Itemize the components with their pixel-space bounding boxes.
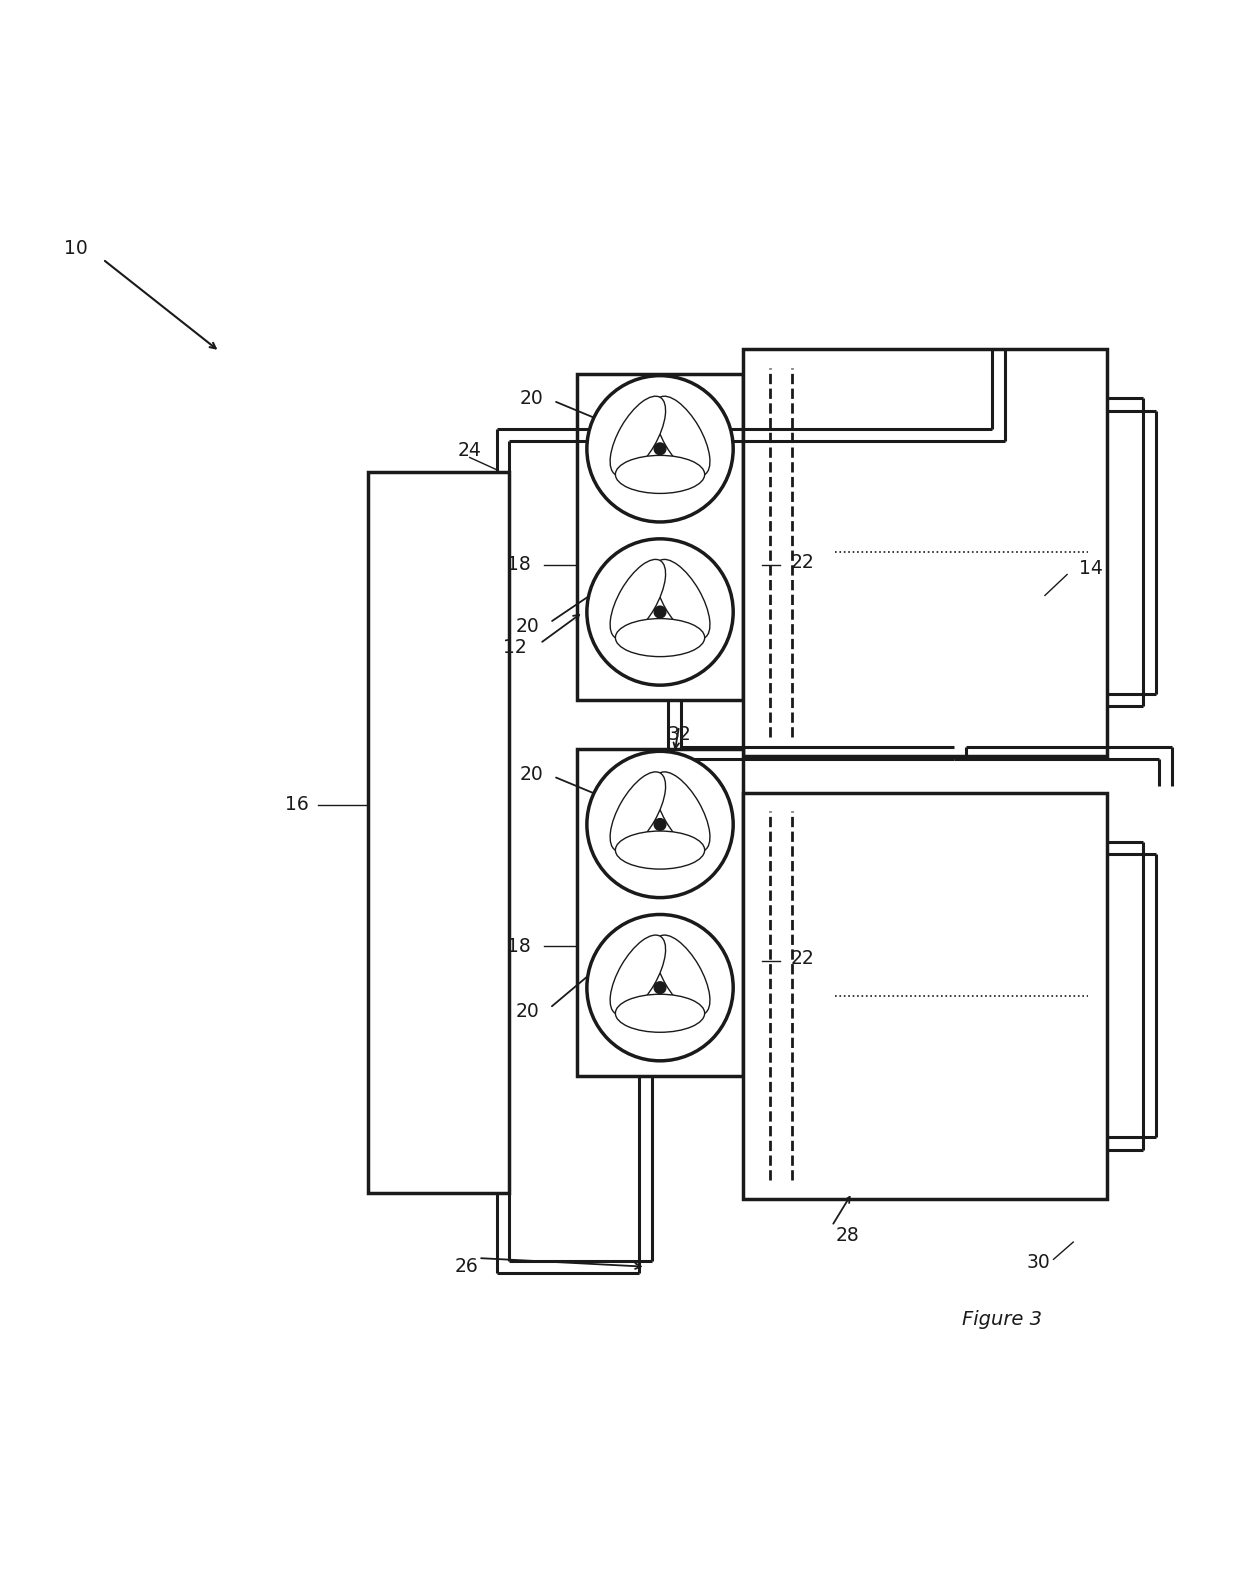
Text: 28: 28 — [836, 1227, 859, 1246]
Ellipse shape — [610, 396, 666, 476]
Text: 30: 30 — [1027, 1254, 1050, 1273]
Ellipse shape — [655, 935, 711, 1014]
Ellipse shape — [655, 772, 711, 851]
Text: 20: 20 — [516, 617, 539, 636]
Ellipse shape — [610, 772, 666, 851]
Text: 10: 10 — [63, 239, 88, 258]
Ellipse shape — [615, 455, 704, 493]
Text: 32: 32 — [667, 724, 691, 743]
Text: 24: 24 — [458, 441, 481, 460]
Text: 12: 12 — [503, 637, 527, 656]
Bar — [367, 472, 510, 1194]
Text: 18: 18 — [507, 555, 531, 574]
Ellipse shape — [655, 560, 711, 639]
Bar — [743, 349, 1106, 756]
Circle shape — [655, 442, 666, 455]
Circle shape — [588, 753, 732, 896]
Text: 22: 22 — [790, 553, 815, 572]
Circle shape — [588, 540, 732, 683]
Circle shape — [655, 818, 666, 831]
Text: 26: 26 — [454, 1257, 477, 1276]
Bar — [577, 374, 743, 701]
Text: 20: 20 — [520, 764, 543, 783]
Text: 14: 14 — [1079, 560, 1102, 579]
Ellipse shape — [610, 560, 666, 639]
Circle shape — [588, 377, 732, 520]
Ellipse shape — [615, 618, 704, 656]
Circle shape — [655, 981, 666, 994]
Ellipse shape — [610, 935, 666, 1014]
Ellipse shape — [615, 831, 704, 869]
Text: 18: 18 — [507, 937, 531, 956]
Text: 22: 22 — [790, 949, 815, 968]
Ellipse shape — [615, 994, 704, 1032]
Bar — [577, 750, 743, 1076]
Text: 20: 20 — [520, 388, 543, 407]
Circle shape — [655, 605, 666, 618]
Circle shape — [588, 916, 732, 1059]
Text: 20: 20 — [516, 1002, 539, 1021]
Text: Figure 3: Figure 3 — [962, 1311, 1042, 1330]
Text: 16: 16 — [285, 796, 309, 815]
Bar — [743, 792, 1106, 1198]
Ellipse shape — [655, 396, 711, 476]
